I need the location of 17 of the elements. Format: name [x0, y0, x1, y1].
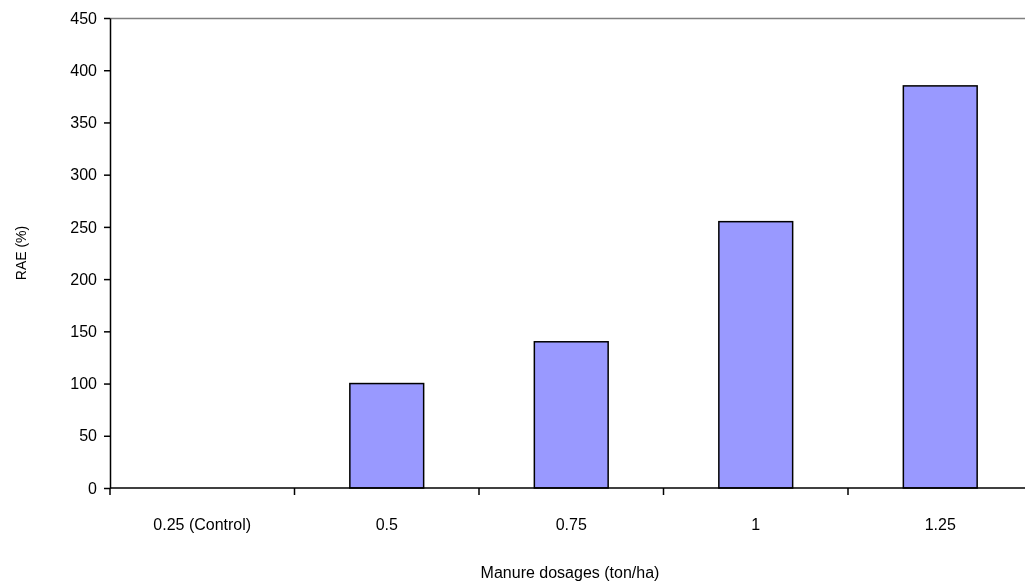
- y-tick-label: 200: [70, 270, 98, 288]
- y-tick-label: 400: [70, 61, 98, 79]
- x-tick-label: 0.75: [555, 516, 587, 533]
- y-tick-label: 150: [70, 322, 98, 340]
- y-tick-label: 250: [70, 218, 98, 236]
- y-tick-label: 450: [70, 9, 98, 27]
- y-tick-label: 50: [79, 427, 98, 445]
- y-tick-label: 300: [70, 166, 98, 184]
- y-tick-label: 100: [70, 375, 98, 393]
- x-tick-label: 0.25 (Control): [153, 516, 252, 533]
- y-tick-label: 350: [70, 114, 98, 132]
- x-tick-label: 1.25: [924, 516, 956, 533]
- x-tick-label: 1: [751, 516, 761, 533]
- y-axis-title: RAE (%): [13, 225, 29, 281]
- x-axis-title: Manure dosages (ton/ha): [480, 564, 660, 581]
- x-tick-label: 0.5: [375, 516, 398, 533]
- y-tick-label: 0: [88, 479, 98, 497]
